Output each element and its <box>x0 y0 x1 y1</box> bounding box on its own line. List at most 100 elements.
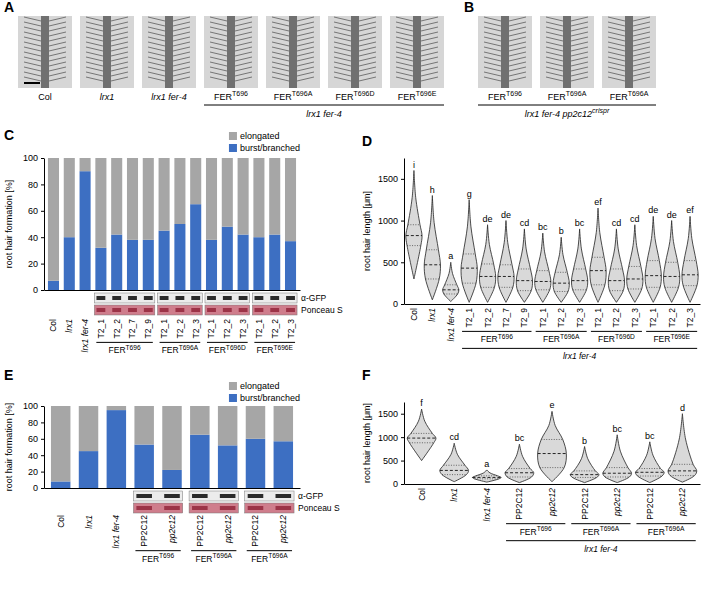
quartile-line <box>574 470 596 471</box>
micrograph-panel: FERT696FERT696AFERT696Alrx1 fer-4 pp2c12… <box>478 16 656 119</box>
root-hair <box>396 27 413 31</box>
violin <box>472 470 501 482</box>
tick: pp2c12 <box>278 515 288 544</box>
tick-label: T2_3 <box>191 319 201 339</box>
bar-segment <box>218 406 237 445</box>
tick-label: PP2C12 <box>195 515 205 547</box>
legend: elongatedburst/branched <box>229 131 300 153</box>
tick-label: T2_1 <box>159 319 169 339</box>
root-hair <box>484 62 501 66</box>
root-hair <box>297 72 314 76</box>
panel-letter: F <box>362 367 371 383</box>
significance-letter: de <box>648 205 658 215</box>
quartile-line <box>572 477 596 478</box>
median-line <box>635 472 664 473</box>
tick: T2_2 <box>556 308 566 328</box>
tick: 20 <box>28 467 44 477</box>
tick-label: 60 <box>28 434 38 444</box>
significance-letter: ef <box>686 205 694 215</box>
median-line <box>516 280 532 281</box>
root-hair <box>148 52 165 56</box>
root-hair <box>24 47 41 51</box>
blot-gfp <box>133 491 182 501</box>
root-hair <box>210 77 227 81</box>
root-hair <box>272 42 289 46</box>
tick-label: lrx1 fer-4 <box>111 515 121 549</box>
tick-label: 20 <box>28 467 38 477</box>
legend-label: elongated <box>240 131 280 141</box>
blot-band <box>191 308 200 312</box>
root-hair <box>334 72 351 76</box>
quartile-line <box>481 263 493 264</box>
root-hair <box>111 17 128 21</box>
blot-ponceau <box>158 305 203 315</box>
violin <box>538 411 567 481</box>
tick: Col <box>56 515 66 528</box>
blot-band <box>160 296 169 300</box>
root-hair <box>49 37 66 41</box>
root-hair <box>173 42 190 46</box>
blot-band <box>192 494 208 498</box>
group-line <box>254 342 295 343</box>
root-hair <box>633 37 650 41</box>
root-hair <box>633 62 650 66</box>
blot-band <box>286 296 295 300</box>
root-hair <box>571 42 588 46</box>
root-hair <box>421 72 438 76</box>
tick: 60 <box>28 434 44 444</box>
tick: PP2C12 <box>195 515 205 547</box>
root-hair <box>148 62 165 66</box>
root-hair <box>148 47 165 51</box>
group-line <box>462 331 531 332</box>
micrograph <box>602 16 656 88</box>
blot-band <box>160 308 169 312</box>
image-background <box>18 16 72 88</box>
tick: PP2C12 <box>580 488 590 520</box>
bar-segment <box>206 240 217 290</box>
blot-band <box>191 296 200 300</box>
x-axis: Collrx1lrx1 fer-4PP2C12pp2c12PP2C12pp2c1… <box>56 515 289 549</box>
blot-gfp <box>245 491 294 501</box>
image-label: FERT696A <box>548 90 587 102</box>
quartile-line <box>638 476 662 477</box>
group-line <box>536 331 587 332</box>
root-hair <box>272 27 289 31</box>
root-hair <box>484 22 501 26</box>
blot-ponceau <box>252 305 297 315</box>
root-hair <box>608 42 625 46</box>
violin <box>440 443 469 481</box>
label-superscript: T696A <box>268 552 288 559</box>
blot-gfp <box>205 293 250 303</box>
bar-segment <box>206 158 217 240</box>
violin <box>668 414 697 482</box>
tick-label: lrx1 <box>449 488 459 502</box>
violin <box>590 208 606 302</box>
root-hair <box>484 27 501 31</box>
quartile-line <box>518 268 530 269</box>
tick-label: T2_1 <box>254 319 264 339</box>
blot-band <box>220 494 236 498</box>
quartile-line <box>443 465 465 466</box>
panel-letter: B <box>464 0 474 15</box>
root-hair <box>272 52 289 56</box>
root-hair <box>334 52 351 56</box>
root-hair <box>571 37 588 41</box>
bar-segment <box>174 224 185 290</box>
tick: T2_9 <box>519 308 529 328</box>
significance-letter: bc <box>645 431 655 441</box>
significance-letter: bc <box>575 218 585 228</box>
root-hair <box>173 67 190 71</box>
label-text: FER <box>109 345 126 355</box>
bar-segment <box>111 158 122 235</box>
significance-letter: de <box>501 210 511 220</box>
tick: pp2c12 <box>612 488 622 517</box>
root-hair <box>334 57 351 61</box>
root-hair <box>571 57 588 61</box>
root-hair <box>396 62 413 66</box>
image-label: FERT696A <box>274 90 313 102</box>
bar-segment <box>79 451 98 488</box>
micrograph <box>328 16 382 88</box>
x-axis-line <box>45 290 301 291</box>
root-hair <box>571 67 588 71</box>
group-label: FERT696A <box>583 525 620 536</box>
